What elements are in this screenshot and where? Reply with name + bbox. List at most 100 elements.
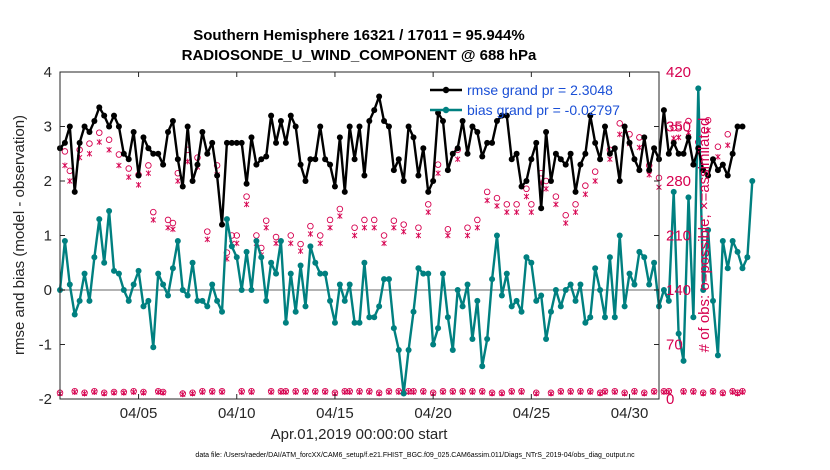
rmse-point	[489, 139, 496, 146]
bias-point	[469, 336, 476, 343]
obs-assimilated-marker	[111, 389, 117, 396]
rmse-point	[86, 128, 93, 135]
y-tick-label: -2	[39, 391, 52, 408]
bias-point	[528, 259, 535, 266]
obs-possible-marker	[424, 201, 432, 208]
bias-point	[641, 254, 648, 261]
obs-assimilated-marker	[680, 389, 687, 395]
obs-assimilated-marker	[366, 389, 373, 395]
bias-point	[695, 85, 702, 92]
y-tick-label: 0	[44, 282, 52, 299]
obs-assimilated-marker	[739, 389, 746, 395]
obs-assimilated-marker	[62, 162, 68, 169]
obs-possible-marker	[523, 185, 530, 193]
rmse-point	[562, 161, 569, 168]
bias-point	[508, 303, 515, 310]
obs-assimilated-marker	[729, 389, 736, 395]
obs-assimilated-marker	[479, 389, 485, 395]
rmse-point	[115, 123, 122, 130]
rmse-point	[597, 156, 604, 163]
bias-point	[76, 297, 83, 304]
rmse-point	[165, 128, 172, 135]
rmse-point	[238, 139, 245, 146]
bias-point	[454, 287, 461, 293]
obs-assimilated-marker	[386, 389, 392, 395]
obs-assimilated-marker	[91, 389, 98, 395]
y-tick-label: 4	[44, 64, 52, 81]
bias-point	[331, 319, 338, 326]
obs-assimilated-marker	[533, 390, 539, 397]
obs-possible-marker	[287, 232, 295, 239]
rmse-point	[572, 188, 579, 195]
y-tick-label: 3	[44, 119, 52, 136]
chart-title-line-1: Southern Hemisphere 16321 / 17011 = 95.9…	[193, 27, 524, 44]
rmse-point	[371, 107, 378, 114]
rmse-point	[710, 156, 717, 163]
bias-point	[395, 346, 402, 353]
chart-title-line-2: RADIOSONDE_U_WIND_COMPONENT @ 688 hPa	[182, 47, 537, 64]
bias-point	[592, 265, 599, 272]
bias-point	[714, 352, 721, 359]
y-right-tick-label: 280	[666, 173, 691, 190]
obs-possible-marker	[272, 233, 280, 241]
rmse-point	[729, 150, 736, 157]
bias-point	[680, 357, 687, 364]
rmse-point	[405, 123, 412, 130]
obs-assimilated-marker	[597, 390, 603, 397]
bias-point	[135, 267, 142, 274]
bias-point	[361, 259, 368, 266]
obs-possible-marker	[370, 216, 378, 224]
obs-assimilated-marker	[234, 240, 240, 247]
obs-assimilated-marker	[160, 389, 166, 396]
bias-point	[233, 254, 240, 261]
bias-point	[430, 341, 437, 348]
rmse-point	[307, 156, 314, 163]
obs-assimilated-marker	[268, 389, 274, 395]
bias-point	[420, 270, 427, 277]
obs-assimilated-marker	[459, 389, 466, 395]
rmse-point	[169, 118, 176, 125]
rmse-point	[385, 123, 392, 130]
bias-point	[621, 303, 628, 310]
rmse-point	[101, 112, 108, 119]
x-tick-label: 04/15	[316, 405, 354, 422]
x-tick-label: 04/05	[120, 405, 158, 422]
rmse-point	[464, 150, 471, 157]
bias-point	[739, 265, 746, 272]
obs-assimilated-marker	[121, 389, 127, 396]
obs-assimilated-marker	[548, 390, 554, 397]
rmse-point	[179, 183, 186, 190]
rmse-point	[253, 161, 260, 168]
rmse-point	[665, 150, 672, 157]
rmse-point	[626, 139, 633, 146]
obs-possible-marker	[415, 224, 422, 231]
obs-assimilated-marker	[248, 389, 255, 395]
bias-point	[582, 319, 589, 326]
rmse-point	[268, 112, 275, 119]
bias-point	[410, 308, 417, 315]
bias-point	[498, 292, 505, 299]
obs-possible-marker	[145, 162, 152, 169]
obs-possible-marker	[400, 221, 407, 228]
bias-point	[199, 297, 206, 304]
rmse-point	[361, 172, 368, 179]
obs-assimilated-marker	[666, 389, 672, 395]
rmse-point	[331, 183, 338, 190]
rmse-series	[57, 93, 746, 228]
y-right-tick-label: 70	[666, 337, 683, 354]
obs-assimilated-marker	[508, 389, 515, 395]
x-tick-label: 04/20	[414, 405, 452, 422]
obs-assimilated-marker	[720, 390, 726, 397]
bias-point	[734, 248, 741, 255]
bias-point	[543, 336, 550, 343]
rmse-point	[636, 167, 643, 174]
obs-assimilated-marker	[106, 146, 112, 153]
bias-point	[484, 336, 491, 343]
obs-assimilated-marker	[582, 191, 589, 198]
bias-point	[381, 276, 388, 283]
obs-assimilated-marker	[484, 197, 490, 204]
rmse-point	[469, 123, 476, 130]
rmse-point	[155, 150, 162, 157]
rmse-point	[582, 150, 589, 157]
